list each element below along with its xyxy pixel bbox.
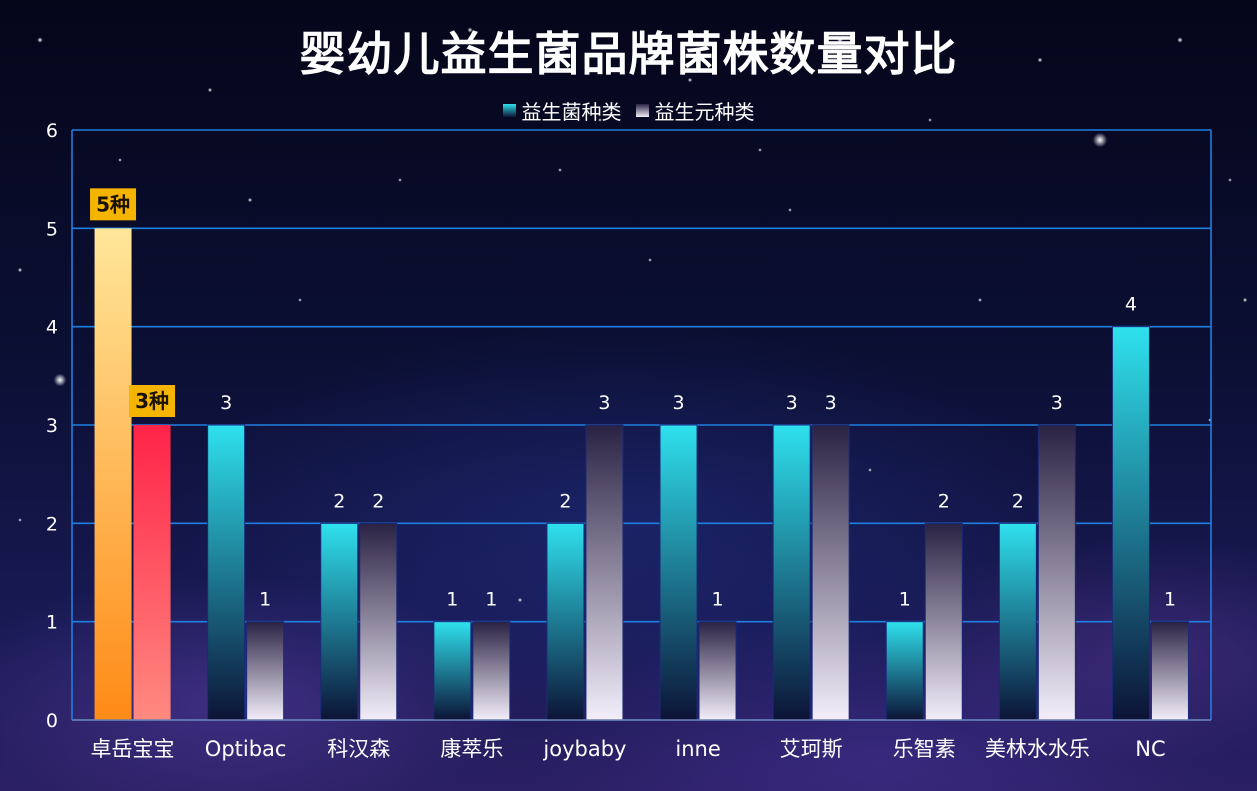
x-tick-label-5: inne [675,737,720,761]
x-tick-label-0: 卓岳宝宝 [91,737,175,761]
chart-title: 婴幼儿益生菌品牌菌株数量对比 [299,27,958,81]
bar-1-9 [1111,326,1150,721]
x-tick-label-8: 美林水水乐 [985,737,1090,761]
highlight-label-bg-1 [90,188,137,221]
bar-2-3 [472,621,511,721]
star-3 [328,58,332,62]
star-6 [687,77,693,83]
bar-1-3 [433,621,472,721]
legend-item-series-2: 益生元种类 [635,96,755,125]
bar-1-5 [659,424,698,721]
star-7 [758,148,762,152]
star-28 [788,208,792,212]
star-10 [1037,57,1043,63]
bar-1-0 [94,228,132,721]
highlight-label-bg-2 [129,385,176,417]
data-label-1-3: 1 [446,589,458,611]
data-label-1-4: 2 [559,490,571,512]
star-27 [1242,297,1248,303]
star-16 [298,298,302,302]
highlight-label-2: 3种 [135,389,169,413]
legend-label-series-1: 益生菌种类 [521,100,622,124]
data-label-2-6: 3 [825,392,837,414]
bar-2-2 [359,522,398,721]
data-label-1-8: 2 [1012,490,1024,512]
data-label-2-7: 2 [938,490,950,512]
star-0 [37,37,43,43]
x-tick-label-2: 科汉森 [327,737,390,761]
y-tick-label-0: 0 [46,710,58,732]
star-21 [517,597,523,603]
bar-1-4 [546,522,585,721]
y-tick-label-1: 1 [46,612,58,634]
legend-swatch-series-1 [502,104,516,117]
star-26 [18,518,22,522]
data-label-2-8: 3 [1051,392,1063,414]
legend: 益生菌种类 益生元种类 [0,96,1257,125]
star-12 [1228,178,1232,182]
x-tick-label-1: Optibac [205,737,287,761]
star-17 [648,258,652,262]
data-label-1-5: 3 [673,392,685,414]
bar-2-9 [1150,621,1189,721]
bar-2-8 [1037,424,1076,721]
x-tick-label-7: 乐智素 [893,737,956,761]
data-label-2-3: 1 [485,589,497,611]
legend-label-series-2: 益生元种类 [654,100,755,124]
star-4 [467,27,473,33]
y-tick-label-5: 5 [46,218,58,240]
bar-1-6 [772,424,811,721]
data-label-2-9: 1 [1164,589,1176,611]
data-label-1-2: 2 [333,490,345,512]
data-label-2-4: 3 [598,392,610,414]
bar-1-2 [320,522,359,721]
bar-1-8 [998,522,1037,721]
y-tick-label-4: 4 [46,317,58,339]
bar-2-4 [585,424,624,721]
legend-item-series-1: 益生菌种类 [502,96,622,125]
star-24 [398,178,402,182]
star-22 [868,468,872,472]
star-14 [53,373,67,387]
data-label-2-2: 2 [372,490,384,512]
star-8 [837,37,843,43]
star-5 [558,168,562,172]
data-label-1-7: 1 [899,589,911,611]
x-tick-label-4: joybaby [542,737,626,761]
bar-2-6 [811,424,850,721]
data-label-1-1: 3 [220,392,232,414]
star-18 [978,298,982,302]
highlight-label-1: 5种 [96,192,130,216]
star-2 [207,87,213,93]
bar-2-5 [698,621,737,721]
data-label-1-6: 3 [786,392,798,414]
star-1 [118,158,122,162]
data-label-2-1: 1 [259,589,271,611]
y-tick-label-2: 2 [46,513,58,535]
y-tick-label-6: 6 [46,120,58,142]
star-25 [598,118,602,122]
star-29 [247,197,253,203]
star-13 [1092,132,1108,148]
data-label-1-9: 4 [1125,294,1137,316]
data-label-2-5: 1 [712,589,724,611]
x-tick-label-3: 康萃乐 [440,737,503,761]
legend-swatch-series-2 [635,104,649,117]
star-11 [1177,37,1183,43]
bar-1-7 [885,621,924,721]
y-tick-label-3: 3 [46,415,58,437]
x-tick-label-6: 艾珂斯 [780,737,843,761]
bar-1-1 [207,424,246,721]
star-9 [928,118,932,122]
bar-2-0 [133,425,171,720]
bar-2-7 [924,522,963,721]
x-tick-label-9: NC [1135,737,1165,761]
bar-2-1 [246,621,285,721]
star-15 [17,267,23,273]
